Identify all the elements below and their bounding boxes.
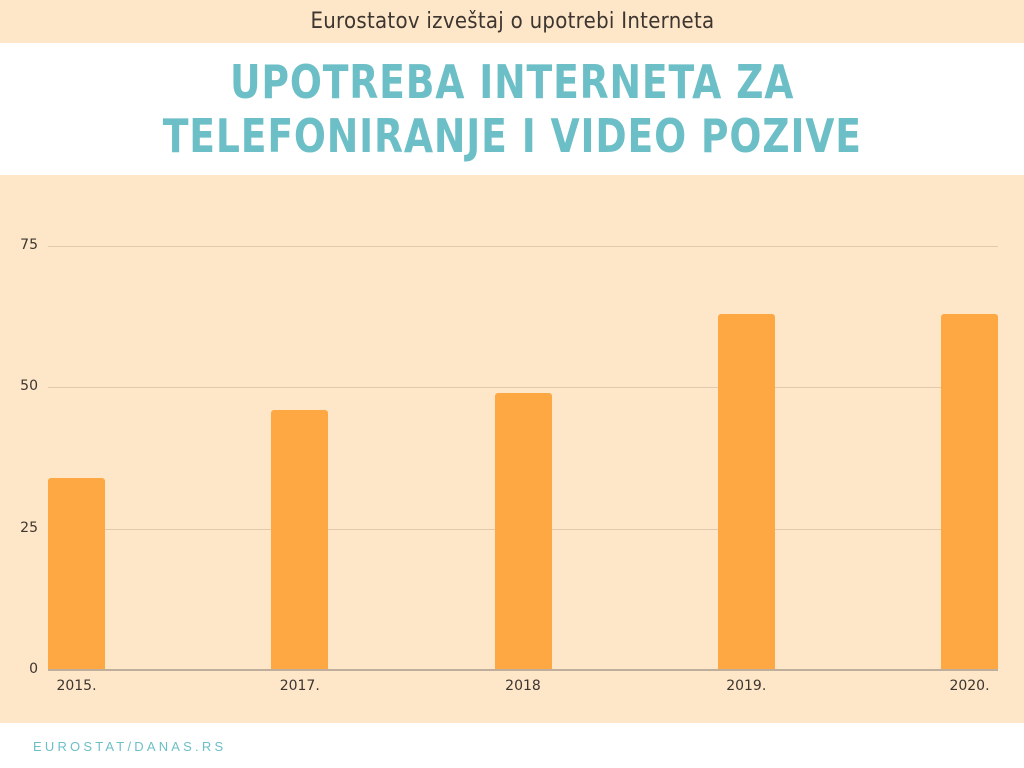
gridline-75 <box>48 246 998 247</box>
chart-subtitle: Eurostatov izveštaj o upotrebi Interneta <box>310 9 714 34</box>
subtitle-band: Eurostatov izveštaj o upotrebi Interneta <box>0 0 1024 43</box>
gridline-50 <box>48 387 998 389</box>
y-tick-label: 25 <box>20 519 38 536</box>
chart-title-line-2: TELEFONIRANJE I VIDEO POZIVE <box>162 109 862 163</box>
x-tick-label: 2019. <box>726 678 767 694</box>
source-credit: EUROSTAT/DANAS.RS <box>33 739 227 754</box>
x-axis-baseline <box>48 669 998 671</box>
footer: EUROSTAT/DANAS.RS <box>0 723 1024 768</box>
title-band: UPOTREBA INTERNETA ZA TELEFONIRANJE I VI… <box>0 43 1024 175</box>
x-tick-label: 2018 <box>505 678 541 694</box>
bar-2019 <box>717 313 775 670</box>
bar-2017 <box>271 409 329 670</box>
bar-2020 <box>941 313 998 670</box>
y-tick-label: 0 <box>29 661 38 677</box>
chart-area: 0 25 50 75 2015. 2017. 2018 2019. 2020. <box>0 175 1024 723</box>
x-tick-label: 2017. <box>279 678 320 694</box>
x-tick-label: 2020. <box>949 678 990 694</box>
y-tick-label: 75 <box>20 237 38 253</box>
bar-2018 <box>494 392 552 670</box>
chart-title-line-1: UPOTREBA INTERNETA ZA <box>229 55 795 109</box>
bar-2015 <box>48 477 105 670</box>
bar-chart-plot: 0 25 50 75 2015. 2017. 2018 2019. 2020. <box>0 175 1024 723</box>
x-tick-label: 2015. <box>56 678 97 694</box>
y-tick-label: 50 <box>20 378 38 395</box>
